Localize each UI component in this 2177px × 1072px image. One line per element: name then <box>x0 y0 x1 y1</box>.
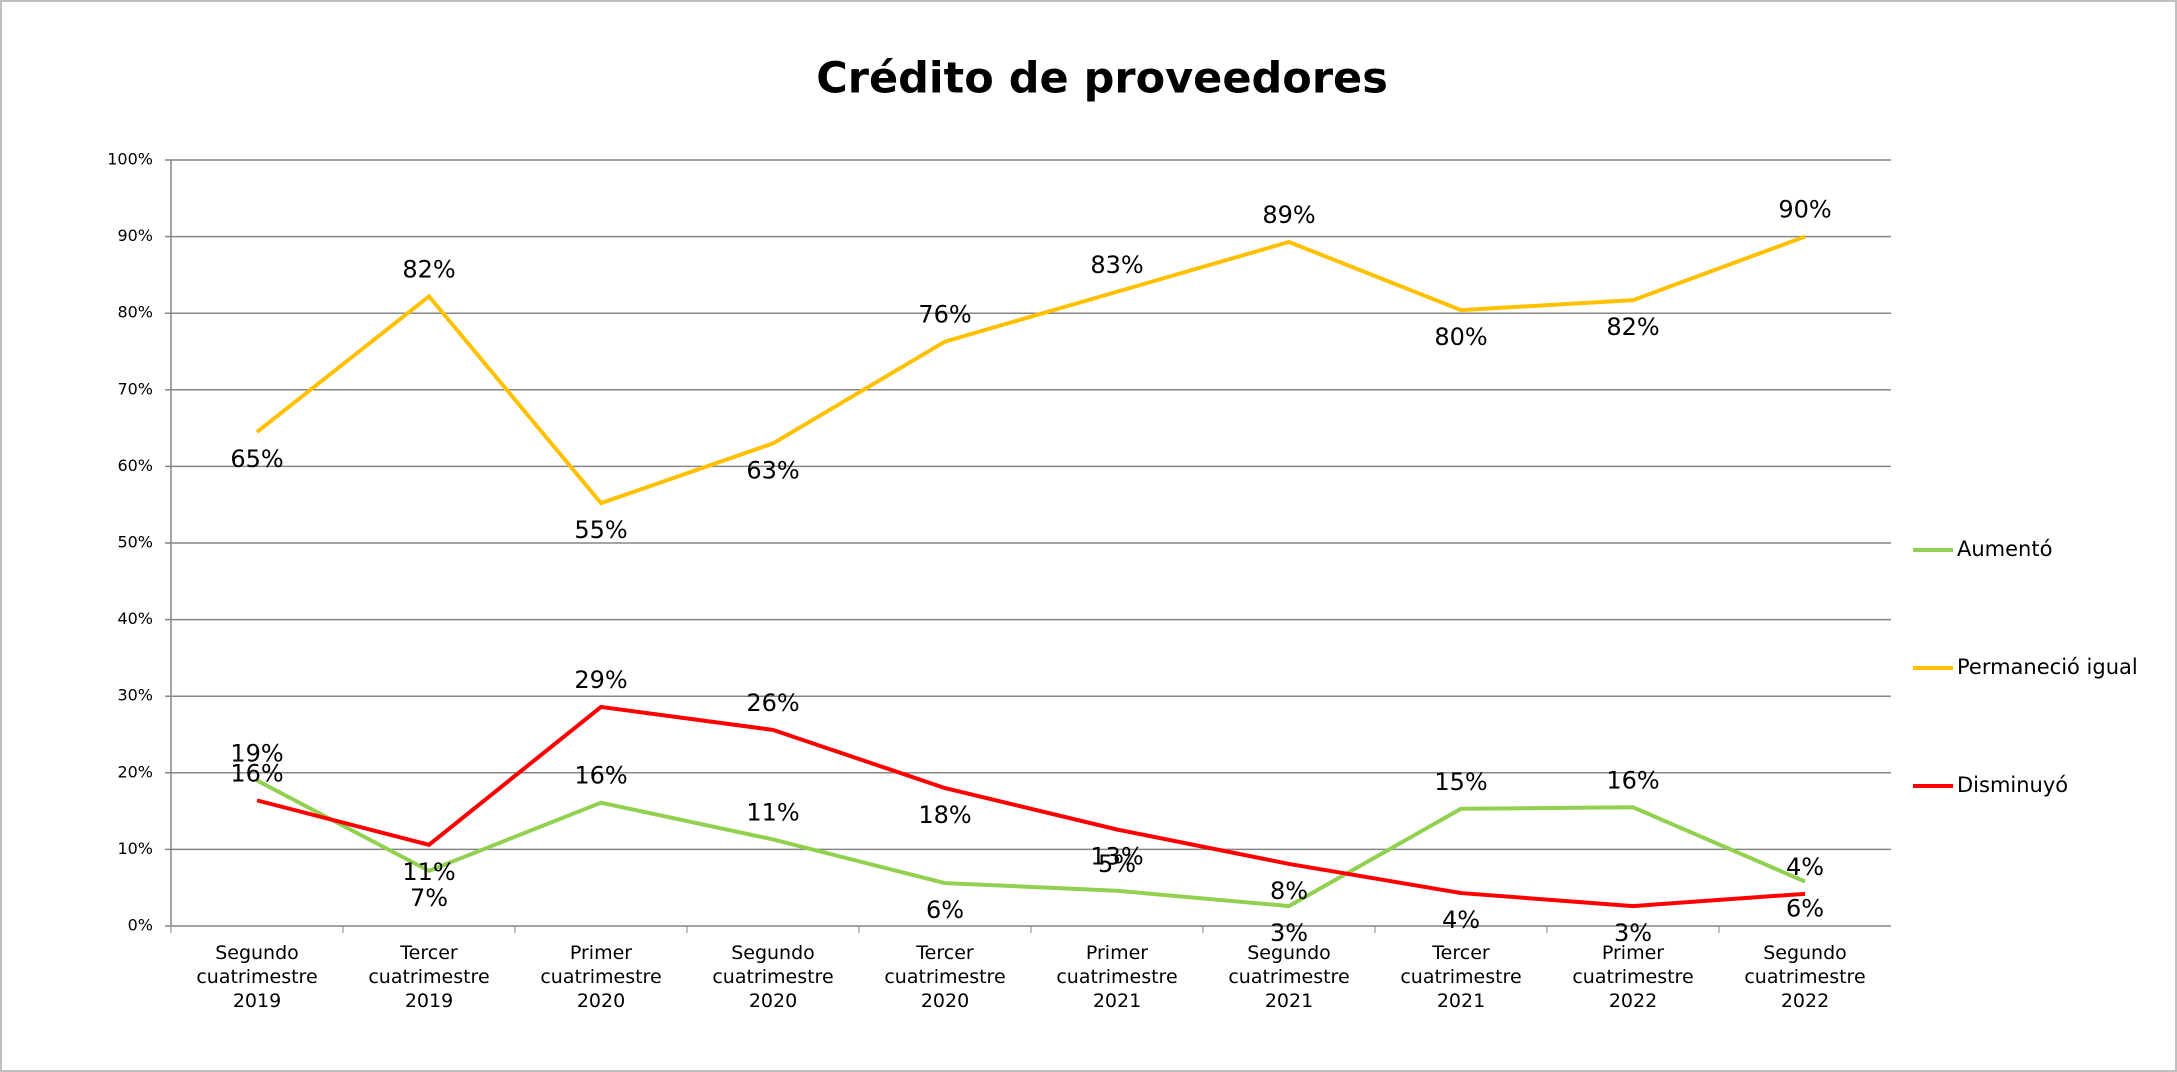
x-tick-label: Segundo cuatrimestre 2022 <box>1744 942 1865 1012</box>
y-tick-label: 100% <box>107 150 153 169</box>
legend-label: Permaneció igual <box>1957 655 2138 679</box>
data-label: 15% <box>1434 768 1487 796</box>
series-line <box>255 234 1806 506</box>
y-tick-label: 70% <box>117 379 153 398</box>
data-label: 16% <box>230 759 283 787</box>
data-label: 89% <box>1262 201 1315 229</box>
x-tick-label: Tercer cuatrimestre 2020 <box>884 942 1005 1012</box>
data-label: 16% <box>1606 766 1659 794</box>
data-label: 76% <box>918 301 971 329</box>
x-tick-label: Primer cuatrimestre 2020 <box>540 942 661 1012</box>
y-tick-label: 10% <box>117 839 153 858</box>
legend-label: Disminuyó <box>1957 773 2068 797</box>
y-tick-label: 20% <box>117 762 153 781</box>
data-label: 26% <box>746 689 799 717</box>
legend-label: Aumentó <box>1957 537 2052 561</box>
data-label: 13% <box>1090 842 1143 870</box>
data-label: 6% <box>926 896 964 924</box>
data-label: 29% <box>574 666 627 694</box>
y-tick-label: 30% <box>117 686 153 705</box>
data-label: 8% <box>1270 877 1308 905</box>
y-tick-label: 0% <box>128 916 153 935</box>
x-tick-label: Primer cuatrimestre 2022 <box>1572 942 1693 1012</box>
data-label: 11% <box>746 798 799 826</box>
data-label: 63% <box>746 456 799 484</box>
data-label: 82% <box>402 255 455 283</box>
y-tick-label: 40% <box>117 609 153 628</box>
data-label: 19% <box>230 739 283 767</box>
y-tick-label: 60% <box>117 456 153 475</box>
x-tick-label: Primer cuatrimestre 2021 <box>1056 942 1177 1012</box>
x-tick-label: Segundo cuatrimestre 2019 <box>196 942 317 1012</box>
x-tick-label: Segundo cuatrimestre 2021 <box>1228 942 1349 1012</box>
series-line <box>256 778 1806 909</box>
y-tick-label: 50% <box>117 533 153 552</box>
data-label: 18% <box>918 801 971 829</box>
data-label: 4% <box>1442 906 1480 934</box>
chart-title: Crédito de proveedores <box>816 54 1388 104</box>
data-label: 90% <box>1778 196 1831 224</box>
y-tick-label: 80% <box>117 303 153 322</box>
data-label: 82% <box>1606 313 1659 341</box>
data-label: 4% <box>1786 853 1824 881</box>
data-label: 65% <box>230 445 283 473</box>
data-label: 11% <box>402 858 455 886</box>
data-label: 80% <box>1434 323 1487 351</box>
data-label: 16% <box>574 762 627 790</box>
data-label: 55% <box>574 516 627 544</box>
data-label: 83% <box>1090 251 1143 279</box>
x-tick-label: Tercer cuatrimestre 2021 <box>1400 942 1521 1012</box>
data-label: 3% <box>1270 919 1308 947</box>
data-label: 7% <box>410 884 448 912</box>
series-line <box>256 704 1806 909</box>
data-label: 3% <box>1614 919 1652 947</box>
x-tick-label: Tercer cuatrimestre 2019 <box>368 942 489 1012</box>
y-tick-label: 90% <box>117 226 153 245</box>
data-label: 5% <box>1098 850 1136 878</box>
x-tick-label: Segundo cuatrimestre 2020 <box>712 942 833 1012</box>
data-label: 6% <box>1786 895 1824 923</box>
